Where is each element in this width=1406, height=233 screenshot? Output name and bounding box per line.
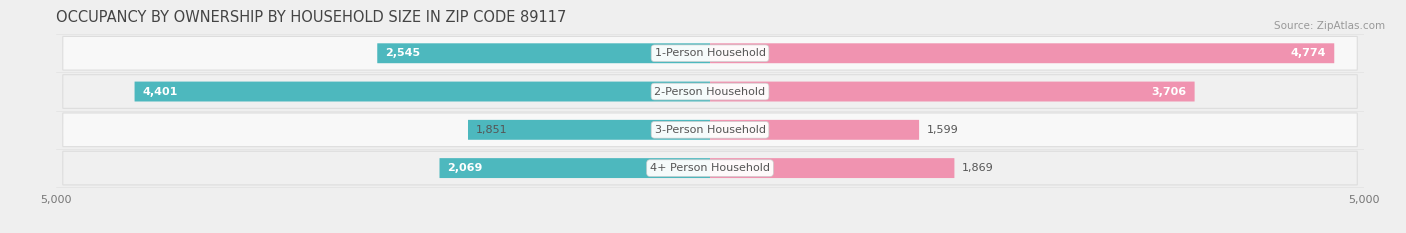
Text: 2-Person Household: 2-Person Household: [654, 86, 766, 96]
Text: 1,851: 1,851: [475, 125, 508, 135]
FancyBboxPatch shape: [63, 75, 1357, 108]
FancyBboxPatch shape: [63, 113, 1357, 147]
Text: 2,069: 2,069: [447, 163, 482, 173]
FancyBboxPatch shape: [63, 151, 1357, 185]
Text: 3,706: 3,706: [1152, 86, 1187, 96]
Text: 4,401: 4,401: [142, 86, 177, 96]
Text: OCCUPANCY BY OWNERSHIP BY HOUSEHOLD SIZE IN ZIP CODE 89117: OCCUPANCY BY OWNERSHIP BY HOUSEHOLD SIZE…: [56, 10, 567, 25]
FancyBboxPatch shape: [135, 82, 710, 102]
Text: 1,599: 1,599: [927, 125, 959, 135]
Text: Source: ZipAtlas.com: Source: ZipAtlas.com: [1274, 21, 1385, 31]
Text: 1-Person Household: 1-Person Household: [655, 48, 765, 58]
FancyBboxPatch shape: [710, 43, 1334, 63]
FancyBboxPatch shape: [377, 43, 710, 63]
FancyBboxPatch shape: [63, 36, 1357, 70]
FancyBboxPatch shape: [468, 120, 710, 140]
Text: 3-Person Household: 3-Person Household: [655, 125, 765, 135]
Text: 4+ Person Household: 4+ Person Household: [650, 163, 770, 173]
Text: 4,774: 4,774: [1291, 48, 1326, 58]
Text: 2,545: 2,545: [385, 48, 420, 58]
FancyBboxPatch shape: [710, 82, 1195, 102]
Text: 1,869: 1,869: [962, 163, 994, 173]
FancyBboxPatch shape: [710, 120, 920, 140]
FancyBboxPatch shape: [710, 158, 955, 178]
FancyBboxPatch shape: [440, 158, 710, 178]
